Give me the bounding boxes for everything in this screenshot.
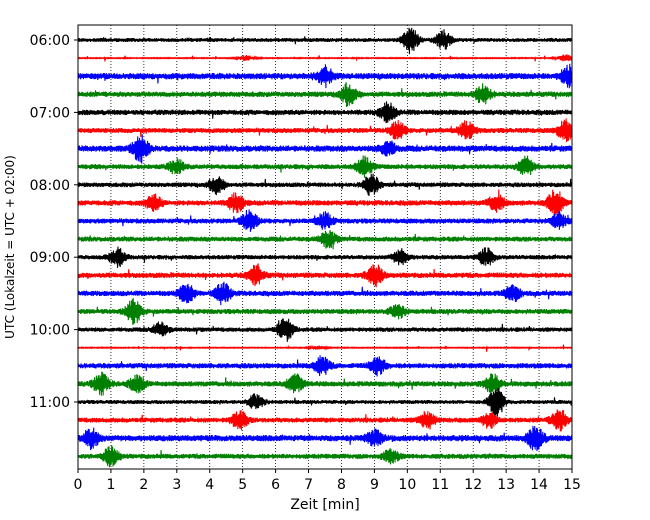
trace-1130 [77, 425, 573, 452]
trace-0630 [77, 63, 573, 89]
trace-0930 [77, 281, 573, 306]
trace-1100 [77, 388, 573, 417]
x-axis-ticks: 0 1 2 3 4 5 6 7 8 9 10 11 12 13 14 15 [74, 469, 581, 493]
x-tick-label: 2 [139, 477, 148, 493]
trace-0900 [77, 246, 573, 268]
trace-0830 [77, 209, 573, 232]
plot-frame [77, 24, 573, 470]
x-tick-label: 0 [74, 477, 83, 493]
x-tick-label: 15 [563, 477, 581, 493]
x-tick-label: 14 [530, 477, 548, 493]
trace-0800 [77, 173, 573, 197]
x-axis-label: Zeit [min] [290, 497, 359, 513]
trace-0815 [77, 189, 573, 217]
trace-1030 [77, 355, 573, 377]
y-tick-label: 06:00 [30, 33, 70, 49]
x-tick-label: 1 [106, 477, 115, 493]
trace-1115 [77, 409, 573, 432]
y-tick-label: 07:00 [30, 105, 70, 121]
seismogram-traces [77, 27, 573, 468]
trace-0915 [77, 263, 573, 288]
trace-0745 [77, 155, 573, 178]
trace-0945 [77, 298, 573, 325]
trace-1000 [77, 318, 573, 342]
x-tick-label: 9 [370, 477, 379, 493]
x-tick-label: 7 [304, 477, 313, 493]
x-tick-label: 5 [238, 477, 247, 493]
x-tick-label: 13 [497, 477, 515, 493]
y-axis-label: UTC (Lokalzeit = UTC + 02:00) [3, 155, 17, 339]
trace-1145 [77, 445, 573, 468]
trace-0615 [77, 54, 573, 62]
trace-0600 [77, 27, 573, 55]
x-tick-label: 4 [205, 477, 214, 493]
trace-0645 [77, 82, 573, 108]
trace-0845 [77, 229, 573, 250]
trace-1045 [77, 371, 573, 396]
y-tick-label: 11:00 [30, 395, 70, 411]
y-tick-label: 08:00 [30, 178, 70, 194]
x-tick-label: 6 [271, 477, 280, 493]
y-axis-ticks: 06:00 07:00 08:00 09:00 10:00 11:00 [30, 33, 78, 411]
trace-0700 [77, 101, 573, 124]
y-tick-label: 10:00 [30, 323, 70, 339]
x-tick-label: 11 [431, 477, 449, 493]
y-tick-label: 09:00 [30, 250, 70, 266]
trace-0715 [77, 118, 573, 143]
trace-0730 [77, 134, 573, 164]
x-tick-label: 3 [172, 477, 181, 493]
x-tick-label: 10 [398, 477, 416, 493]
x-tick-label: 8 [337, 477, 346, 493]
trace-1015 [77, 344, 573, 352]
minute-grid [110, 25, 540, 469]
x-tick-label: 12 [464, 477, 482, 493]
